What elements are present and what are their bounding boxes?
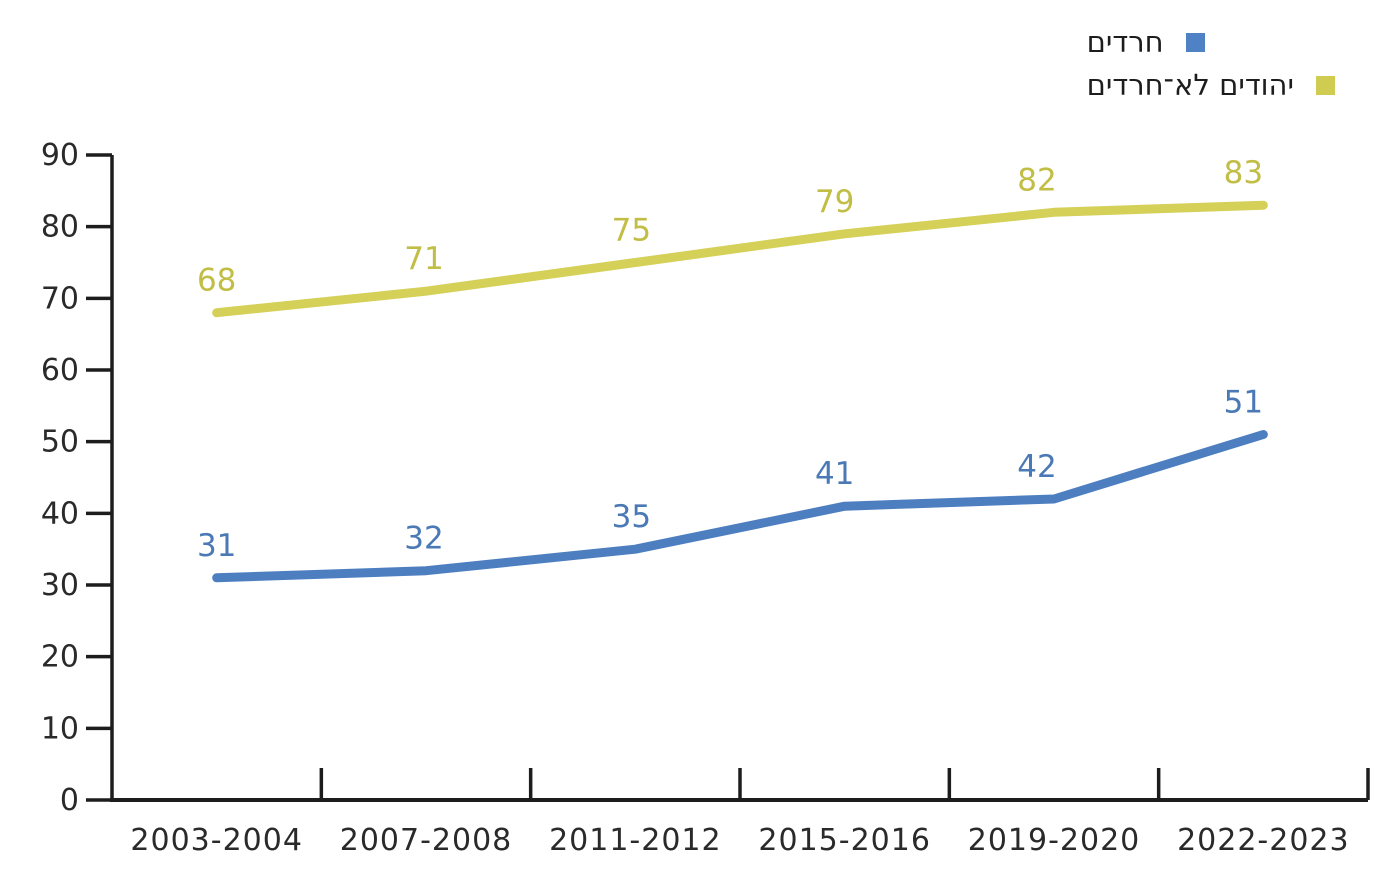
y-tick-label: 70 [41, 281, 79, 316]
legend-swatch-non-haredi-jews [1316, 76, 1335, 95]
legend-label-haredim: חרדים [1086, 25, 1164, 59]
y-tick-label: 20 [41, 640, 79, 675]
x-axis-label: 2015-2016 [758, 823, 931, 858]
x-axis-label: 2022-2023 [1177, 823, 1350, 858]
legend-item-haredim: חרדים [1087, 28, 1205, 57]
data-label-series0-pt4: 42 [1017, 449, 1056, 485]
data-label-series1-pt0: 68 [197, 263, 236, 299]
data-label-series1-pt1: 71 [404, 241, 443, 277]
data-label-series0-pt5: 51 [1224, 385, 1263, 421]
data-label-series1-pt5: 83 [1224, 155, 1263, 191]
x-axis-label: 2007-2008 [340, 823, 513, 858]
x-axis-label: 2019-2020 [968, 823, 1141, 858]
data-label-series0-pt3: 41 [815, 456, 854, 492]
x-axis-label: 2003-2004 [130, 823, 303, 858]
data-label-series0-pt1: 32 [404, 521, 443, 557]
y-tick-label: 40 [41, 496, 79, 531]
y-tick-label: 0 [60, 783, 79, 818]
legend-swatch-haredim [1185, 33, 1205, 52]
legend-item-non-haredi-jews: יהודים לא־חרדים [1087, 71, 1335, 100]
y-tick-label: 60 [41, 353, 79, 388]
y-tick-label: 90 [41, 138, 79, 173]
legend-label-non-haredi-jews: יהודים לא־חרדים [1086, 68, 1294, 102]
series-line-1 [212, 200, 1268, 318]
y-tick-label: 10 [41, 711, 79, 746]
x-axis-label: 2011-2012 [549, 823, 722, 858]
data-label-series0-pt0: 31 [197, 528, 236, 564]
y-tick-label: 30 [41, 568, 79, 603]
series-line-0 [212, 430, 1268, 583]
data-label-series1-pt3: 79 [815, 184, 854, 220]
y-tick-label: 50 [41, 425, 79, 460]
data-label-series0-pt2: 35 [612, 499, 651, 535]
legend: חרדים יהודים לא־חרדים [1087, 28, 1335, 100]
y-tick-label: 80 [41, 210, 79, 245]
data-label-series1-pt2: 75 [612, 213, 651, 249]
data-label-series1-pt4: 82 [1017, 162, 1056, 198]
